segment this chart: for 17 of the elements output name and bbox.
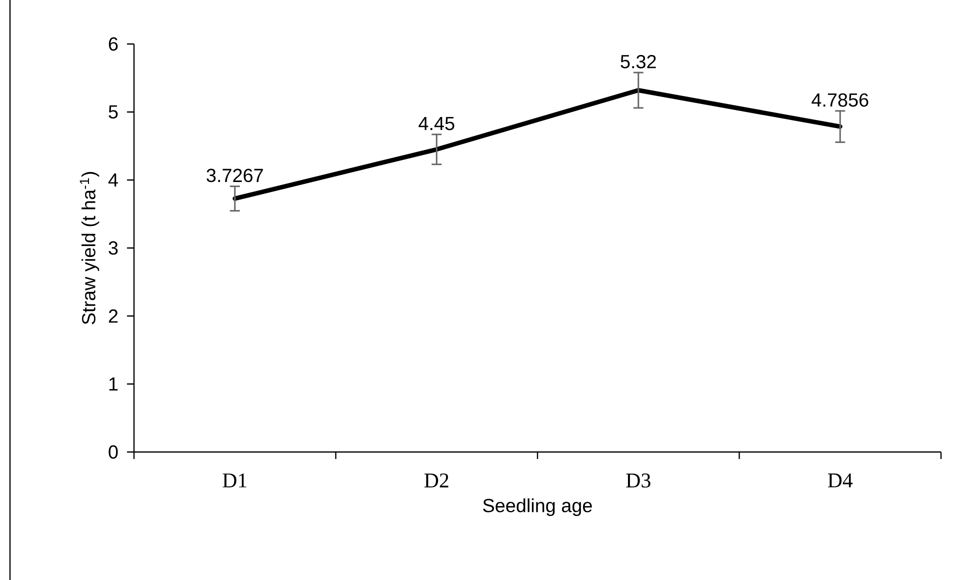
y-tick-label: 6 (108, 37, 118, 51)
data-label: 4.45 (418, 117, 454, 130)
y-axis-title: Straw yield (t ha$^{-1}$) (80, 172, 100, 324)
y-tick-label: 5 (108, 105, 118, 119)
y-tick-label: 4 (108, 173, 118, 186)
y-tick-label: 0 (108, 445, 118, 459)
x-axis-title: Seedling age (483, 498, 592, 516)
data-label: 3.7267 (206, 168, 263, 182)
y-tick-label: 2 (108, 309, 118, 323)
x-tick-label: D2 (424, 473, 448, 488)
x-tick-label: D1 (222, 473, 246, 488)
data-label: 4.7856 (812, 93, 868, 107)
y-tick-label: 3 (108, 241, 118, 255)
data-label: 5.32 (620, 54, 656, 68)
x-tick-label: D4 (828, 474, 853, 488)
x-tick-label: D3 (626, 473, 650, 488)
y-tick-label: 1 (109, 377, 118, 390)
